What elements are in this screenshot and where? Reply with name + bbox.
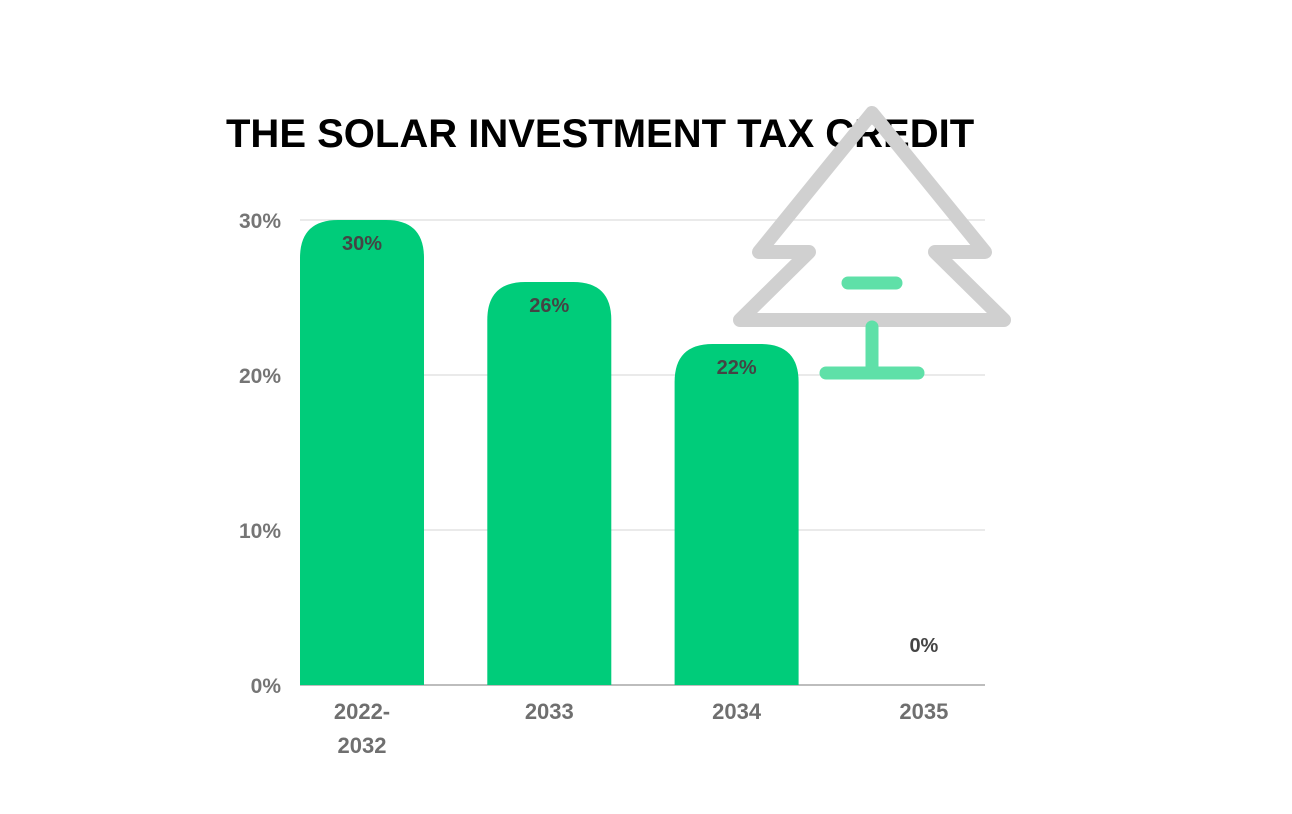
pine-tree-icon <box>733 106 1011 380</box>
data-label: 26% <box>529 295 569 317</box>
data-label: 22% <box>717 357 757 379</box>
x-axis-categories: 2022-2032 2033 2034 2035 <box>334 699 949 758</box>
y-axis-ticks: 0% 10% 20% 30% <box>239 210 281 698</box>
y-tick-label: 30% <box>239 210 281 233</box>
x-tick-label: 2034 <box>712 699 762 724</box>
bar <box>487 282 612 685</box>
x-tick-label: 2035 <box>899 699 948 724</box>
x-tick-label: 2033 <box>525 699 574 724</box>
bar <box>674 344 799 685</box>
y-tick-label: 10% <box>239 520 281 543</box>
data-label: 0% <box>909 635 938 657</box>
x-tick-label: 2022-2032 <box>334 699 390 758</box>
y-tick-label: 0% <box>251 675 282 698</box>
bars <box>300 220 799 685</box>
bar <box>300 220 424 685</box>
y-tick-label: 20% <box>239 365 281 388</box>
data-labels: 30% 26% 22% 0% <box>342 233 939 657</box>
data-label: 30% <box>342 233 382 255</box>
